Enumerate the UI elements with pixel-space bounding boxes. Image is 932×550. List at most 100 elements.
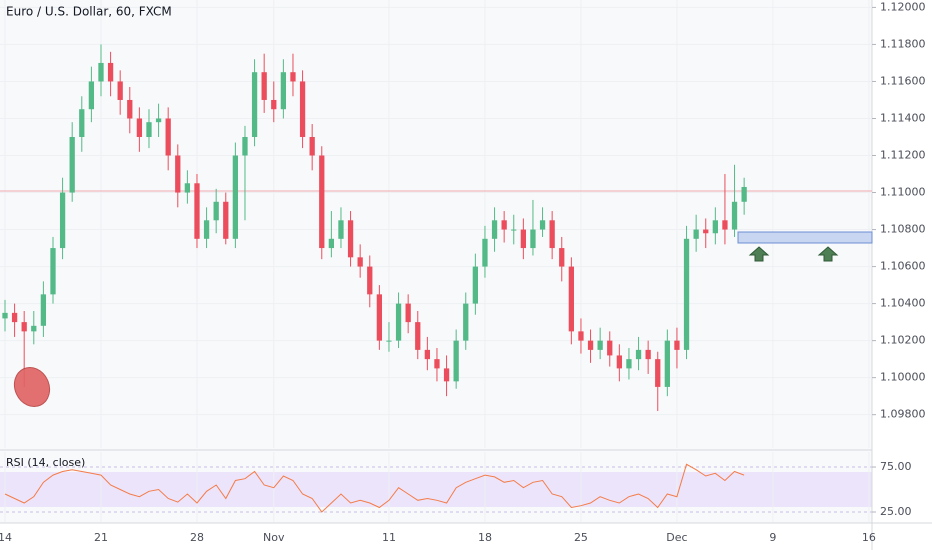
candle-body [299, 81, 306, 137]
y-tick-label: 1.11400 [880, 111, 926, 124]
y-tick-label: 1.12000 [880, 0, 926, 13]
candle-body [88, 81, 95, 110]
candle-body [271, 99, 277, 110]
y-tick-label: 1.11600 [880, 74, 926, 87]
candle-body [367, 266, 373, 295]
candle-body [607, 340, 613, 356]
x-tick-label: 11 [382, 531, 396, 544]
candle-body [59, 192, 66, 249]
candle-body [722, 220, 728, 230]
candle-body [731, 201, 738, 230]
candle-body [261, 72, 267, 100]
candle-body [424, 349, 431, 360]
candle-body [655, 359, 661, 387]
up-arrow [817, 246, 839, 262]
candle-body [386, 340, 392, 342]
candle-body [511, 229, 517, 231]
candle-body [482, 238, 488, 267]
candle-body [107, 62, 114, 82]
plot-background [0, 0, 872, 523]
candle-body [453, 340, 459, 382]
x-tick-label: 21 [94, 531, 108, 544]
candle-body [328, 238, 335, 249]
candle-body [520, 229, 526, 249]
candle-body [251, 72, 258, 137]
candle-body [693, 229, 699, 239]
candle-body [463, 303, 469, 341]
candle-body [559, 248, 565, 267]
candle-body [568, 266, 574, 332]
candle-body [203, 220, 210, 239]
y-tick-label: 75.00 [880, 460, 912, 473]
candle-body [683, 238, 690, 350]
candle-body [117, 81, 123, 100]
candle-body [155, 118, 162, 123]
candle-body [280, 72, 287, 110]
x-tick-label: 25 [574, 531, 588, 544]
candle-body [98, 62, 104, 82]
candle-body [50, 248, 56, 295]
candle-body [146, 122, 152, 137]
up-arrow [748, 246, 770, 262]
candle-body [232, 155, 239, 239]
candle-body [242, 136, 248, 156]
candle-body [165, 118, 171, 156]
candle-body [11, 312, 18, 323]
rsi-band [0, 472, 872, 507]
candle-body [21, 322, 27, 332]
candle-body [395, 303, 402, 341]
rsi-line [4, 463, 745, 513]
candle-body [645, 349, 651, 360]
candle-body [40, 294, 47, 326]
y-tick-label: 1.09800 [880, 408, 926, 421]
candle-body [664, 340, 670, 387]
candle-body [309, 136, 315, 156]
candle-body [443, 368, 450, 382]
candle-body [712, 220, 718, 234]
candle-body [290, 72, 296, 82]
candle-body [415, 322, 421, 350]
candle-body [703, 229, 709, 234]
x-tick-label: 28 [190, 531, 204, 544]
y-tick-label: 1.10800 [880, 223, 926, 236]
candle-body [674, 340, 680, 350]
candle-body [587, 340, 594, 350]
x-tick-label: 9 [769, 531, 776, 544]
y-tick-label: 1.10400 [880, 297, 926, 310]
chart-title: Euro / U.S. Dollar, 60, FXCM [6, 5, 172, 19]
y-tick-label: 1.11000 [880, 186, 926, 199]
x-tick-label: 16 [862, 531, 876, 544]
x-tick-label: 18 [478, 531, 492, 544]
candle-body [2, 312, 8, 319]
candle-body [578, 331, 584, 341]
y-tick-label: 1.10000 [880, 371, 926, 384]
y-tick-label: 1.10200 [880, 334, 926, 347]
candle-body [405, 303, 411, 323]
candle-body [357, 257, 363, 267]
indicator-title: RSI (14, close) [6, 456, 85, 469]
y-tick-label: 1.10600 [880, 260, 926, 273]
x-tick-label: Dec [666, 531, 687, 544]
candle-body [69, 136, 75, 193]
candle-body [338, 220, 344, 239]
zone-box [737, 231, 873, 244]
candle-body [616, 355, 622, 369]
candle-body [549, 220, 555, 249]
y-tick-label: 25.00 [880, 505, 912, 518]
candle-body [194, 183, 200, 239]
candle-body [626, 359, 632, 369]
candle-body [184, 183, 191, 193]
candle-body [539, 220, 546, 230]
y-tick-label: 1.11200 [880, 149, 926, 162]
candle-body [31, 325, 37, 332]
candle-body [434, 359, 440, 369]
candle-body [491, 220, 498, 239]
candle-body [635, 349, 642, 360]
candle-body [501, 220, 507, 230]
candle-body [741, 186, 747, 202]
x-tick-label: 14 [0, 531, 12, 544]
candle-body [597, 340, 603, 350]
candle-body [530, 229, 536, 249]
